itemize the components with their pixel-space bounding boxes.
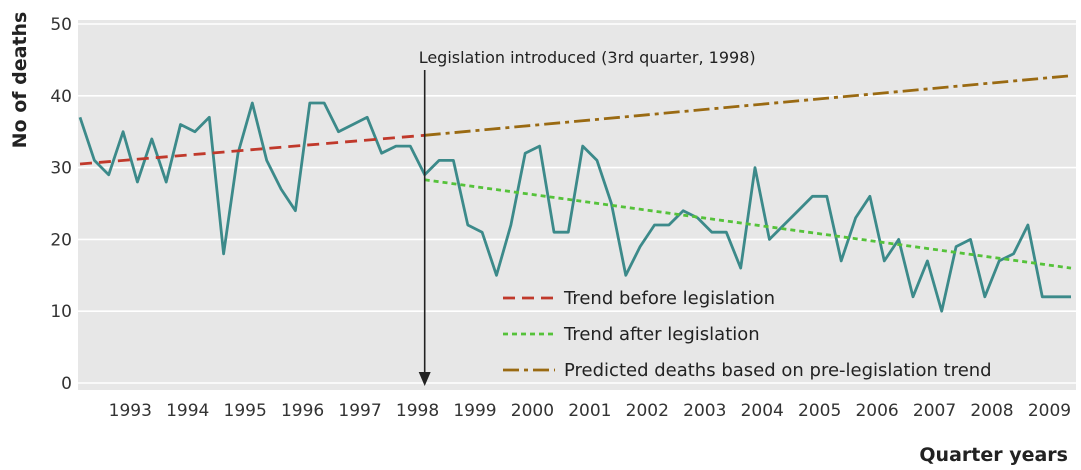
x-tick-label: 1999 [453,401,496,421]
x-tick-label: 2006 [855,401,898,421]
series-lines [78,74,1072,313]
y-tick-labels: 0 10 20 30 40 50 [50,15,72,394]
series-line-predicted-deaths-based-on-pre-legislation-trend [424,74,1072,137]
y-tick-label: 40 [50,87,72,107]
x-tick-label: 1995 [224,401,267,421]
series-line-trend-before-legislation [79,133,425,166]
x-tick-label: 2004 [741,401,784,421]
legend: Trend before legislation Trend after legi… [503,288,992,381]
x-tick-label: 2003 [683,401,726,421]
legend-label: Predicted deaths based on pre-legislatio… [564,360,992,381]
x-tick-label: 2008 [970,401,1013,421]
x-tick-labels: 1993 1994 1995 1996 1997 1998 1999 2000 2001 2002… [109,401,1071,421]
legislation-annotation: Legislation introduced (3rd quarter, 199… [418,48,756,386]
x-tick-label: 1998 [396,401,439,421]
x-tick-label: 2002 [626,401,669,421]
x-tick-label: 1994 [166,401,209,421]
series-line-trend-after-legislation [424,178,1072,270]
y-tick-label: 20 [50,230,72,250]
x-tick-label: 2007 [913,401,956,421]
y-tick-label: 0 [61,374,72,394]
legend-label: Trend after legislation [563,324,760,345]
x-axis-label: Quarter years [919,444,1068,466]
y-tick-label: 10 [50,302,72,322]
gridlines [78,23,1076,384]
plot-background [78,20,1076,390]
x-tick-label: 2000 [511,401,554,421]
x-tick-label: 1997 [338,401,381,421]
x-tick-label: 2001 [568,401,611,421]
x-tick-label: 2009 [1028,401,1071,421]
x-tick-label: 1993 [109,401,152,421]
legislation-arrow-head [418,372,431,386]
y-tick-label: 30 [50,159,72,179]
legislation-annotation-text: Legislation introduced (3rd quarter, 199… [419,48,756,67]
legend-label: Trend before legislation [563,288,775,309]
y-axis-label: No of deaths [9,12,31,149]
x-tick-label: 2005 [798,401,841,421]
y-tick-label: 50 [50,15,72,35]
x-tick-label: 1996 [281,401,324,421]
series-line-observed-deaths [78,101,1071,313]
